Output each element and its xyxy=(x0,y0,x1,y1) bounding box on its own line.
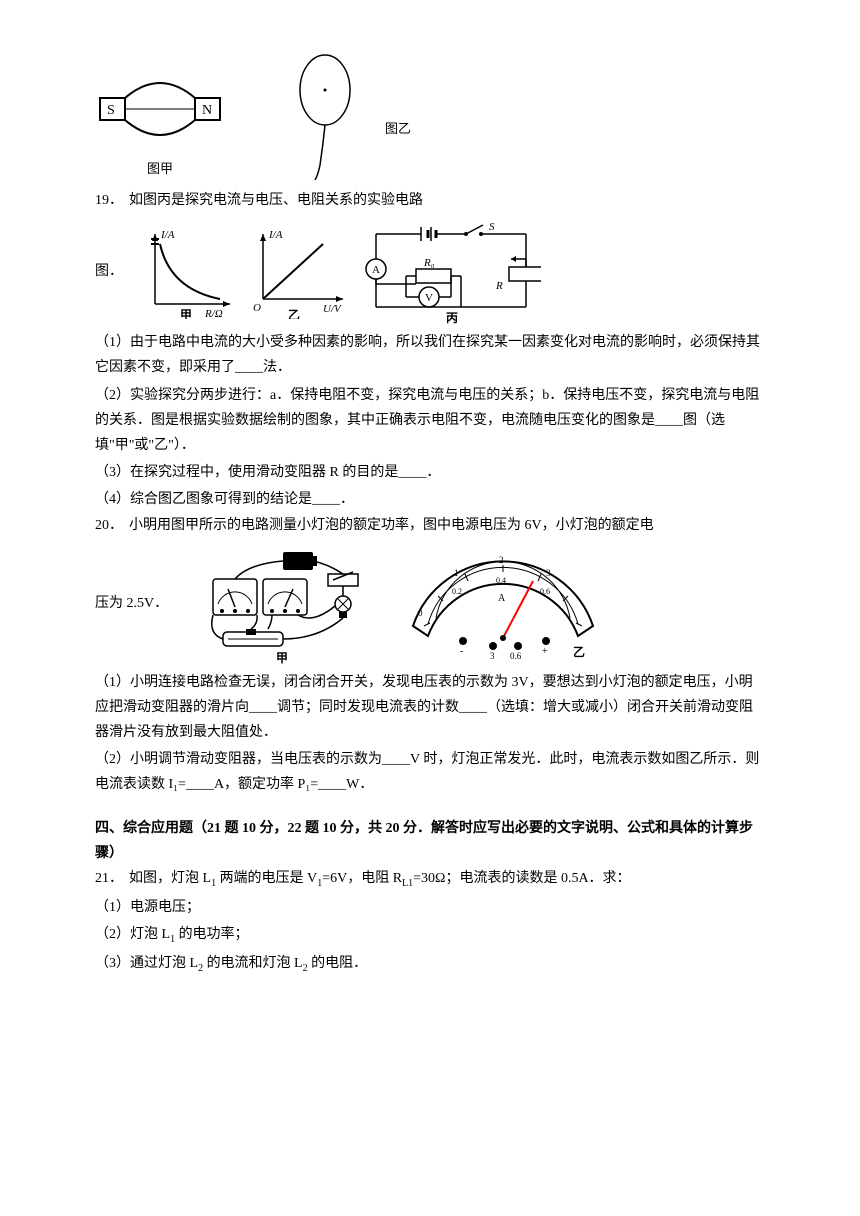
q21-intro: 如图，灯泡 L1 两端的电压是 V1=6V，电阻 RL1=30Ω；电流表的读数是… xyxy=(129,866,631,893)
svg-text:0.6: 0.6 xyxy=(540,587,550,596)
svg-text:乙: 乙 xyxy=(573,645,585,659)
q20-intro-b: 压为 2.5V． xyxy=(95,591,168,616)
q21-p1: （1）电源电压； xyxy=(95,895,765,920)
svg-text:A: A xyxy=(498,593,506,604)
svg-text:N: N xyxy=(202,103,212,118)
q20-p2: （2）小明调节滑动变阻器，当电压表的示数为____V 时，灯泡正常发光．此时，电… xyxy=(95,747,765,797)
svg-text:S: S xyxy=(107,103,115,118)
svg-text:丙: 丙 xyxy=(446,311,458,324)
svg-text:I/A: I/A xyxy=(268,229,283,241)
svg-text:甲: 甲 xyxy=(276,651,288,664)
svg-text:-: - xyxy=(460,646,463,657)
q20-figures: 压为 2.5V． 甲 xyxy=(95,544,765,664)
svg-text:R: R xyxy=(495,280,503,292)
svg-text:R/Ω: R/Ω xyxy=(204,308,223,319)
q20-intro-row: 20． 小明用图甲所示的电路测量小灯泡的额定功率，图中电源电压为 6V，小灯泡的… xyxy=(95,513,765,538)
svg-text:甲: 甲 xyxy=(180,308,192,319)
svg-text:I/A: I/A xyxy=(160,229,175,241)
q19-p3: （3）在探究过程中，使用滑动变阻器 R 的目的是____． xyxy=(95,460,765,485)
section4-title: 四、综合应用题（21 题 10 分，22 题 10 分，共 20 分．解答时应写… xyxy=(95,816,765,866)
svg-text:+: + xyxy=(542,646,548,657)
q21-p3: （3）通过灯泡 L2 的电流和灯泡 L2 的电阻． xyxy=(95,951,765,978)
q19-intro: 如图丙是探究电流与电压、电阻关系的实验电路 xyxy=(129,188,423,213)
svg-text:V: V xyxy=(425,292,433,304)
svg-text:乙: 乙 xyxy=(288,308,300,319)
svg-text:0.4: 0.4 xyxy=(496,576,506,585)
figure-magnet: S N 图甲 xyxy=(95,63,225,180)
graph-i-u: I/A O U/V 乙 xyxy=(243,224,353,319)
circuit-diagram: S A R₀ V R 丙 xyxy=(361,219,541,324)
magnet-diagram: S N xyxy=(95,63,225,153)
q19-p2: （2）实验探究分两步进行：a．保持电阻不变，探究电流与电压的关系；b．保持电压不… xyxy=(95,383,765,459)
svg-text:0.2: 0.2 xyxy=(452,587,462,596)
svg-text:0.6: 0.6 xyxy=(510,651,522,661)
q21-p2: （2）灯泡 L1 的电功率； xyxy=(95,922,765,949)
svg-text:3: 3 xyxy=(546,568,551,578)
q19-p4: （4）综合图乙图象可得到的结论是____． xyxy=(95,487,765,512)
figure-balloon xyxy=(285,50,365,180)
q20-p1: （1）小明连接电路检查无误，闭合闭合开关，发现电压表的示数为 3V，要想达到小灯… xyxy=(95,670,765,746)
svg-text:S: S xyxy=(489,221,495,233)
q20-number: 20． xyxy=(95,513,123,538)
q19-number: 19． xyxy=(95,188,123,213)
top-figures: S N 图甲 图乙 xyxy=(95,50,765,180)
svg-text:1: 1 xyxy=(454,568,459,578)
graph-i-r: I/A R/Ω 甲 xyxy=(135,224,235,319)
svg-text:2: 2 xyxy=(499,555,504,565)
caption-figure-jia: 图甲 xyxy=(147,157,173,180)
svg-text:3: 3 xyxy=(490,651,495,661)
q19-graphs: 图． I/A R/Ω 甲 I/A O U/V 乙 xyxy=(95,219,765,324)
svg-text:U/V: U/V xyxy=(323,303,342,315)
svg-text:A: A xyxy=(372,264,380,276)
q21-number: 21． xyxy=(95,866,123,891)
q19-intro-row: 19． 如图丙是探究电流与电压、电阻关系的实验电路 xyxy=(95,188,765,213)
svg-text:R₀: R₀ xyxy=(423,257,435,269)
svg-text:O: O xyxy=(253,302,261,314)
q20-intro-a: 小明用图甲所示的电路测量小灯泡的额定功率，图中电源电压为 6V，小灯泡的额定电 xyxy=(129,513,654,538)
caption-figure-yi: 图乙 xyxy=(385,117,411,140)
svg-text:0: 0 xyxy=(418,608,423,618)
balloon-diagram xyxy=(285,50,365,180)
ammeter-dial: 0 1 2 3 0.2 0.4 0.6 A - 3 0.6 + 乙 xyxy=(398,546,608,661)
circuit-photo: 甲 xyxy=(198,544,368,664)
q21-intro-row: 21． 如图，灯泡 L1 两端的电压是 V1=6V，电阻 RL1=30Ω；电流表… xyxy=(95,866,765,893)
q19-p1: （1）由于电路中电流的大小受多种因素的影响，所以我们在探究某一因素变化对电流的影… xyxy=(95,330,765,380)
q19-intro2: 图． xyxy=(95,259,123,284)
